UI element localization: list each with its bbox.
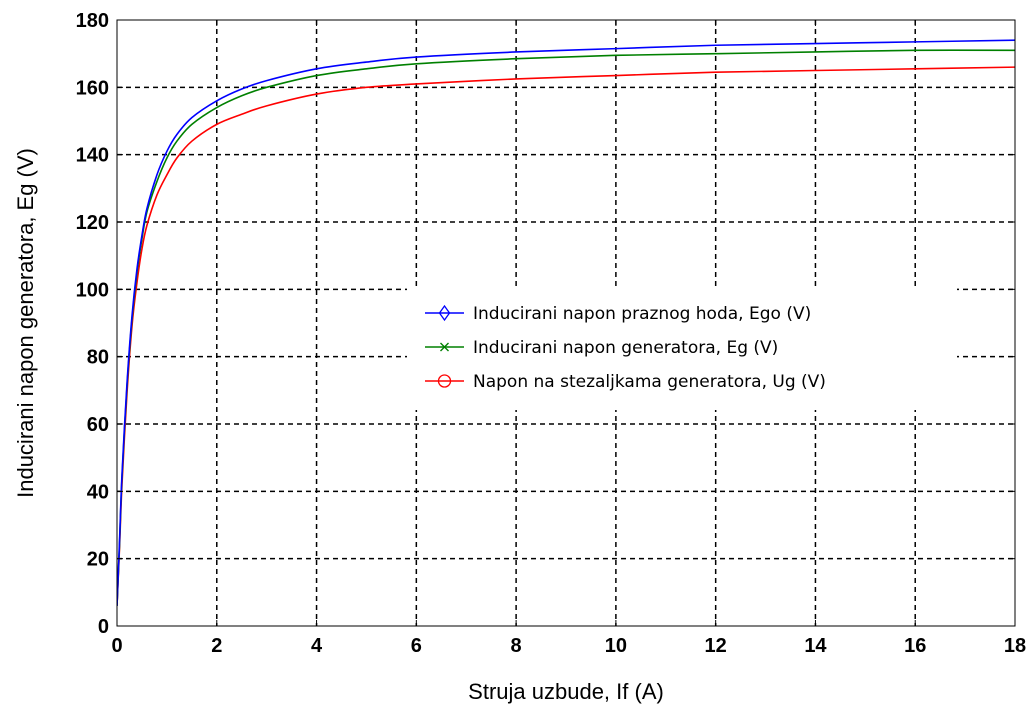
x-axis: 0 2 4 6 8 10 12 14 16 18	[111, 20, 1026, 657]
y-tick-label: 60	[87, 414, 109, 436]
legend-marker-diamond	[438, 304, 451, 322]
x-tick-label: 0	[111, 635, 122, 657]
plot-area-frame	[116, 19, 1016, 627]
y-tick-label: 180	[76, 10, 109, 32]
x-tick-label: 6	[411, 635, 422, 657]
y-tick-label: 0	[98, 616, 109, 638]
x-tick-label: 16	[904, 635, 926, 657]
y-tick-label: 80	[87, 347, 109, 369]
legend-label-2: Napon na stezaljkama generatora, Ug (V)	[473, 372, 826, 392]
legend-label-1: Inducirani napon generatora, Eg (V)	[473, 338, 778, 358]
x-tick-label: 18	[1004, 635, 1026, 657]
series-line-0	[117, 39, 1015, 606]
legend: Inducirani napon praznog hoda, Ego (V) In…	[407, 286, 957, 410]
y-tick-label: 160	[76, 77, 109, 99]
x-tick-label: 12	[705, 635, 727, 657]
x-axis-title: Struja uzbude, If (A)	[468, 679, 664, 704]
y-tick-label: 120	[76, 212, 109, 234]
x-tick-label: 10	[605, 635, 627, 657]
legend-marker-x	[440, 342, 449, 352]
x-tick-label: 2	[211, 635, 222, 657]
x-tick-label: 14	[804, 635, 827, 657]
y-tick-label: 40	[87, 481, 109, 503]
legend-label-0: Inducirani napon praznog hoda, Ego (V)	[473, 304, 811, 324]
y-tick-label: 140	[76, 145, 109, 167]
y-axis: 0 20 40 60 80 100 120 140 160 180	[76, 10, 1015, 638]
series-layer	[117, 39, 1015, 606]
y-tick-label: 20	[87, 549, 109, 571]
x-tick-label: 8	[511, 635, 522, 657]
x-tick-label: 4	[311, 635, 323, 657]
y-tick-label: 100	[76, 279, 109, 301]
y-axis-title: Inducirani napon generatora, Eg (V)	[13, 148, 38, 498]
legend-box	[407, 286, 957, 410]
legend-marker-circle	[437, 374, 452, 388]
